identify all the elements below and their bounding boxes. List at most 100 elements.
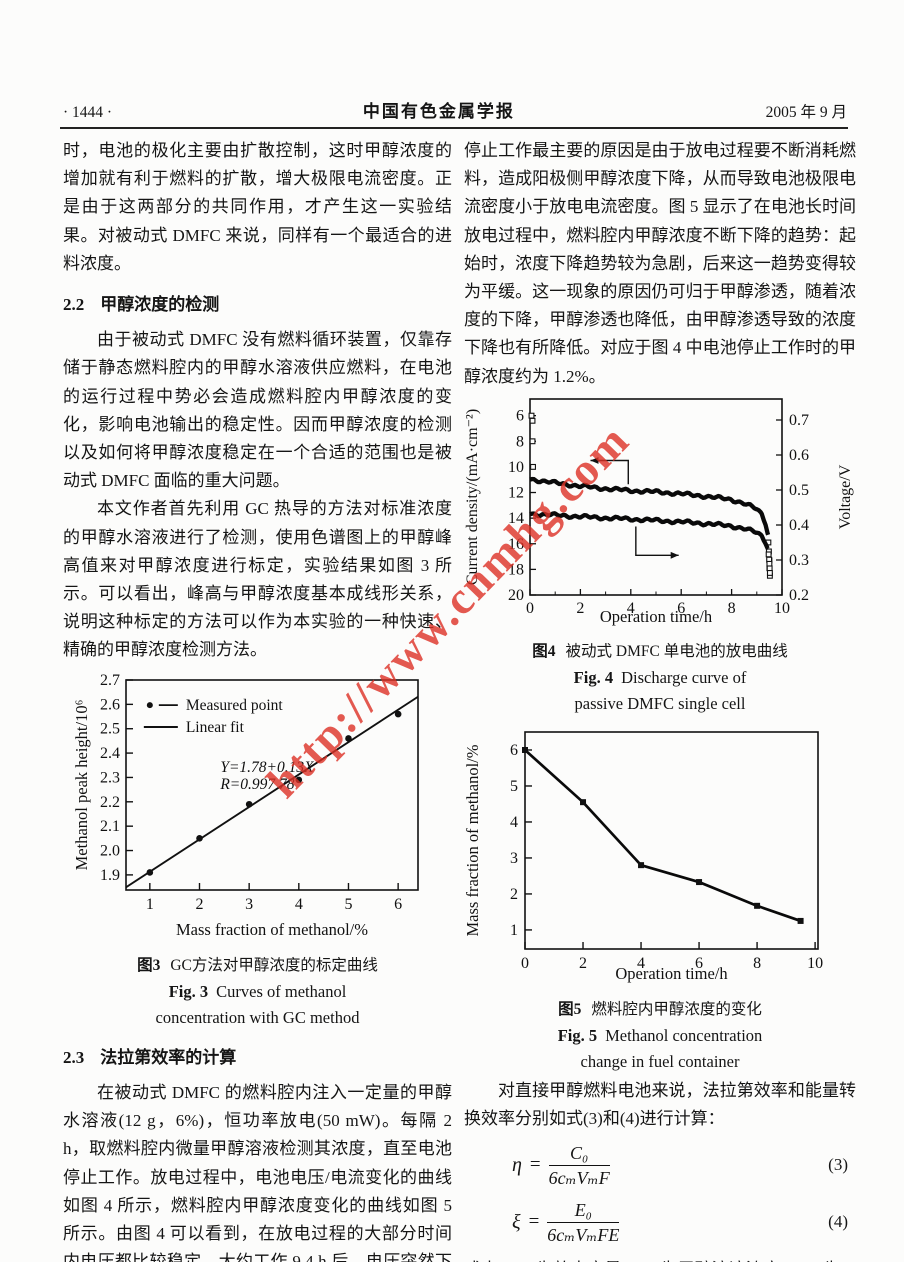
svg-text:1.9: 1.9 [100,867,120,884]
journal-title: 中国有色金属学报 [362,102,515,121]
figure-3-chart: 1.9 2.0 2.1 2.2 2.3 2.4 2.5 2.6 2.7 1 2 3 4 5 6 Measure… [72,670,452,949]
figure-4-label-cn: 图4 [532,643,556,661]
svg-text:2.3: 2.3 [100,769,120,786]
fig3-svg: 1.9 2.0 2.1 2.2 2.3 2.4 2.5 2.6 2.7 1 2 3 4 5 6 Measure… [72,672,419,939]
figure-4-label-en: Fig. 4 [573,668,614,688]
figure-3-caption: 图3 GC方法对甲醇浓度的标定曲线 Fig. 3 Curves of methano… [63,953,452,1031]
svg-text:6: 6 [695,955,703,972]
svg-text:6: 6 [677,600,685,617]
equation-3: η = C₀ 6cₘVₘF (3) [512,1142,856,1189]
svg-text:6: 6 [516,407,524,424]
denominator: 6cₘVₘF [548,1167,610,1188]
svg-text:6: 6 [394,896,402,913]
svg-text:1: 1 [146,896,154,913]
svg-text:2: 2 [579,955,587,972]
section-title: 甲醇浓度的检测 [100,295,220,315]
svg-text:3: 3 [245,896,253,913]
svg-text:3: 3 [510,850,518,867]
svg-text:8: 8 [753,955,761,972]
figure-3-title-cn: GC方法对甲醇浓度的标定曲线 [170,956,378,974]
svg-text:2: 2 [510,886,518,903]
section-heading-2-3: 2.3 法拉第效率的计算 [63,1044,452,1072]
svg-text:4: 4 [295,896,303,913]
svg-text:Mass fraction of methanol/%: Mass fraction of methanol/% [176,920,368,939]
svg-text:2: 2 [576,600,584,617]
fig4-svg: 6 8 10 12 14 16 18 20 0.2 0.3 0.4 0.5 0.6 0.7 0 2 4 6 8 10 O… [464,398,854,626]
figure-5-title-en-2: change in fuel container [580,1052,740,1072]
numerator: C₀ [548,1142,610,1166]
current-density-curve [529,476,771,536]
svg-text:2.5: 2.5 [100,720,120,737]
figure-4-chart: 6 8 10 12 14 16 18 20 0.2 0.3 0.4 0.5 0.6 0.7 0 2 4 6 8 10 O… [464,396,856,635]
equation-4-lhs: ξ [512,1211,521,1234]
equals-sign: = [529,1154,541,1176]
svg-text:18: 18 [508,561,524,578]
equation-number: (4) [828,1212,848,1232]
svg-text:R=0.997 78: R=0.997 78 [219,776,294,793]
svg-text:0: 0 [526,600,534,617]
svg-text:4: 4 [637,955,645,972]
figure-4-caption: 图4 被动式 DMFC 单电池的放电曲线 Fig. 4 Discharge curv… [464,639,856,717]
figure-5-chart: 1 2 3 4 5 6 0 2 4 6 8 10 Operation time/h Mass fracti… [463,722,856,993]
svg-text:Methanol peak height/10⁶: Methanol peak height/10⁶ [73,699,91,870]
denominator: 6cₘVₘFE [547,1224,620,1245]
figure-4-title-en-2: passive DMFC single cell [574,694,746,714]
numerator: E₀ [547,1199,620,1223]
svg-text:0: 0 [521,955,529,972]
figure-5-title-cn: 燃料腔内甲醇浓度的变化 [591,1001,762,1019]
svg-text:1: 1 [510,922,518,939]
svg-text:2.2: 2.2 [100,793,120,810]
figure-5-title-en: Methanol concentration [605,1026,763,1046]
fig5-svg: 1 2 3 4 5 6 0 2 4 6 8 10 Operation time/h Mass fracti… [463,731,823,983]
figure-4-title-cn: 被动式 DMFC 单电池的放电曲线 [565,643,788,661]
header-rule [60,127,848,129]
svg-text:0.2: 0.2 [789,587,809,604]
svg-text:5: 5 [510,778,518,795]
fraction: C₀ 6cₘVₘF [548,1142,610,1189]
svg-text:4: 4 [510,814,518,831]
paragraph-continued: 时，电池的极化主要由扩散控制，这时甲醇浓度的增加就有利于燃料的扩散，增大极限电流… [63,141,452,273]
page-header: · 1444 · 中国有色金属学报 2005 年 9 月 [63,97,847,122]
paragraph: 由于被动式 DMFC 没有燃料循环装置，仅靠存储于静态燃料腔内的甲醇水溶液供应燃… [63,330,452,491]
svg-text:Mass fraction of methanol/%: Mass fraction of methanol/% [464,744,482,936]
svg-text:14: 14 [508,510,524,527]
figure-5-label-cn: 图5 [558,1001,582,1019]
svg-text:0.6: 0.6 [789,447,809,464]
equation-number: (3) [828,1155,848,1175]
section-title: 法拉第效率的计算 [100,1047,237,1067]
svg-text:2.4: 2.4 [100,745,120,762]
page-number: · 1444 · [63,104,113,121]
svg-text:0.4: 0.4 [789,517,809,534]
svg-text:2.7: 2.7 [100,672,120,689]
svg-text:8: 8 [516,433,524,450]
svg-text:2.1: 2.1 [100,818,120,835]
figure-5-label-en: Fig. 5 [557,1026,598,1046]
svg-text:Operation time/h: Operation time/h [600,607,713,626]
svg-text:12: 12 [508,484,524,501]
svg-text:Operation time/h: Operation time/h [615,964,728,983]
svg-text:20: 20 [508,587,524,604]
section-number: 2.2 [63,295,85,315]
svg-text:8: 8 [728,600,736,617]
paragraph-clipped: 在被动式 DMFC 的燃料腔内注入一定量的甲醇水溶液(12 g，6%)，恒功率放… [63,1083,452,1262]
svg-text:4: 4 [627,600,635,617]
svg-text:10: 10 [508,459,524,476]
svg-text:Current density/(mA·cm⁻²): Current density/(mA·cm⁻²) [464,409,481,585]
svg-text:0.7: 0.7 [789,412,809,429]
paragraph: 对直接甲醇燃料电池来说，法拉第效率和能量转换效率分别如式(3)和(4)进行计算： [464,1081,856,1129]
fraction: E₀ 6cₘVₘFE [547,1199,620,1246]
svg-text:5: 5 [344,896,352,913]
figure-3-label-en: Fig. 3 [168,981,209,1001]
svg-text:Measured point: Measured point [186,697,284,714]
svg-text:16: 16 [508,536,524,553]
svg-text:6: 6 [510,742,518,759]
svg-text:2: 2 [195,896,203,913]
section-number: 2.3 [63,1047,85,1067]
svg-text:Y=1.78+0.13X: Y=1.78+0.13X [220,759,314,776]
figure-3-label-cn: 图3 [137,956,161,974]
svg-text:0.5: 0.5 [789,482,809,499]
issue-date: 2005 年 9 月 [765,104,847,121]
right-column: 停止工作最主要的原因是由于放电过程要不断消耗燃料，造成阳极侧甲醇浓度下降，从而导… [463,137,856,1262]
figure-4-title-en: Discharge curve of [621,668,747,688]
